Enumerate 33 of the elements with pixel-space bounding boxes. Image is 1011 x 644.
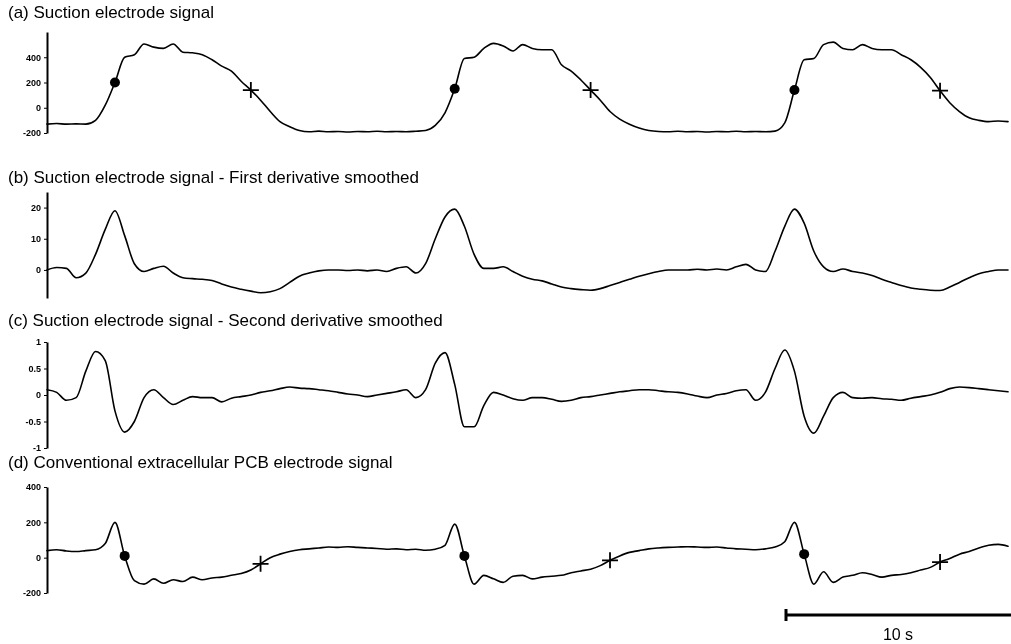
y-tick-label: 400	[25, 52, 41, 63]
point	[241, 81, 260, 99]
y-tick-label: 200	[25, 517, 41, 528]
point	[581, 81, 600, 99]
chart-title: (d) Conventional extracellular PCB electrode signal	[8, 453, 393, 472]
y-tick-label: 0	[35, 103, 41, 114]
point	[109, 77, 120, 88]
y-tick-label: -200	[22, 128, 41, 139]
y-tick-label: -200	[22, 588, 41, 599]
point	[119, 550, 130, 561]
y-tick-label: 10	[30, 234, 41, 245]
point	[251, 554, 270, 573]
y-tick-label: 0	[35, 390, 41, 401]
y-tick-label: 200	[25, 77, 41, 88]
chart-title: (c) Suction electrode signal - Second derivative smoothed	[8, 311, 443, 330]
chart-title: (b) Suction electrode signal - First derivative smoothed	[8, 168, 420, 187]
y-tick-label: -1	[32, 443, 41, 454]
text: 10 s	[882, 626, 914, 643]
y-tick-label: 0	[35, 553, 41, 564]
point	[449, 83, 460, 94]
y-tick-label: 0	[35, 265, 41, 276]
point	[931, 553, 949, 571]
point	[799, 549, 810, 560]
y-tick-label: 20	[30, 202, 41, 213]
y-tick-label: 400	[25, 482, 41, 493]
point	[789, 85, 800, 96]
y-tick-label: 1	[35, 337, 41, 348]
y-tick-label: 0.5	[28, 363, 41, 374]
point	[601, 551, 619, 570]
chart-title: (a) Suction electrode signal	[8, 3, 215, 22]
point	[931, 81, 949, 100]
y-tick-label: -0.5	[25, 416, 41, 427]
point	[459, 550, 470, 561]
